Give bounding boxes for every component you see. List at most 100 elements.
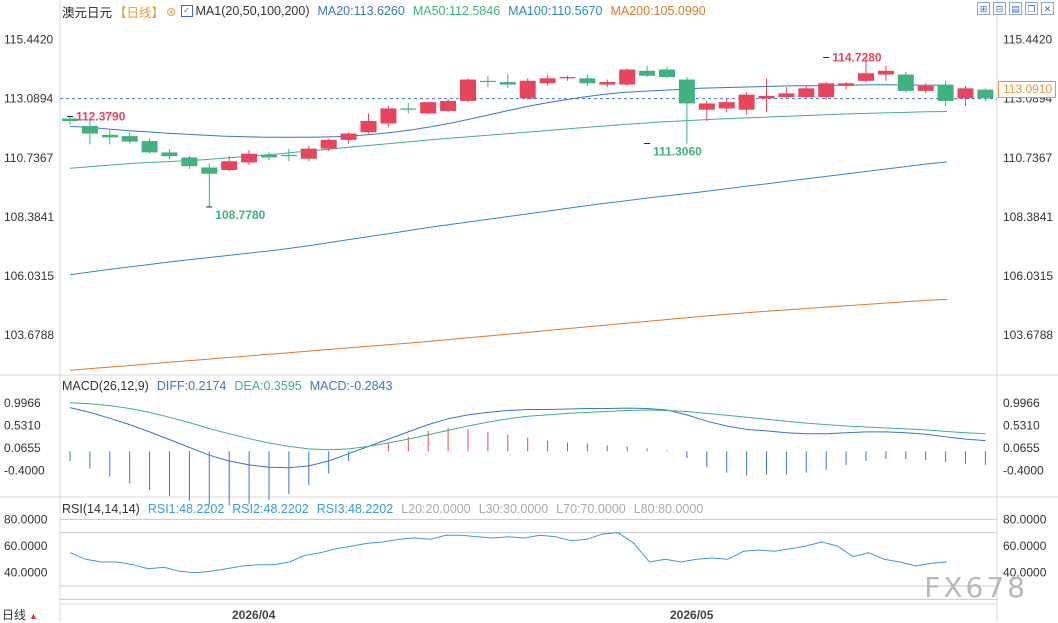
candle-body — [858, 73, 874, 81]
macd-y-tick-right: 0.0655 — [1003, 441, 1040, 455]
macd-macd-value: MACD:-0.2843 — [309, 379, 393, 393]
period-tab-label: 日线 — [2, 608, 27, 622]
restore-icon[interactable]: ❐ — [1025, 2, 1038, 15]
candle-body — [977, 89, 994, 99]
rsi-l80-value: L80:80.0000 — [633, 502, 704, 516]
rsi-y-tick-right: 60.0000 — [1003, 539, 1047, 553]
candle-body — [738, 94, 755, 110]
close-icon[interactable]: ✕ — [1041, 2, 1054, 15]
macd-y-tick-left: -0.4000 — [4, 464, 45, 478]
y-tick-label-right: 103.6788 — [1003, 328, 1053, 342]
period-tab[interactable]: 日线 ▲ — [2, 606, 38, 623]
rsi2-value: RSI2:48.2202 — [232, 502, 309, 516]
rsi-y-tick-left: 40.0000 — [4, 566, 48, 580]
extreme-price-label: 114.7280 — [832, 50, 882, 64]
candle-body — [659, 69, 675, 78]
chart-icon[interactable]: ▤ — [1009, 2, 1022, 15]
candle-body — [460, 79, 476, 101]
extreme-price-label: 108.7780 — [215, 208, 265, 222]
rsi3-value: RSI3:48.2202 — [316, 502, 394, 516]
ma-line-ma20 — [69, 84, 948, 138]
collapse-icon[interactable]: ⊟ — [993, 2, 1006, 15]
candle-body — [81, 126, 98, 134]
candle-body — [599, 82, 616, 85]
rsi-indicator-name: RSI(14,14,14) — [62, 502, 140, 516]
ma20-value: MA20:113.6260 — [317, 4, 405, 18]
rsi-legend: RSI(14,14,14) RSI1:48.2202 RSI2:48.2202 … — [62, 500, 711, 518]
y-tick-label-right: 110.7367 — [1003, 151, 1052, 165]
candle-body — [818, 83, 835, 98]
macd-indicator-name: MACD(26,12,9) — [62, 379, 149, 393]
macd-line-dea — [69, 402, 986, 451]
symbol-label: 澳元日元 — [62, 5, 113, 20]
candle-body — [778, 93, 795, 98]
candle-body — [838, 83, 855, 86]
candle-body — [101, 134, 118, 138]
extreme-price-label: 111.3060 — [653, 144, 702, 158]
y-tick-label-left: 110.7367 — [4, 151, 53, 165]
candle-body — [519, 80, 536, 99]
candle-body — [698, 103, 715, 110]
candle-body — [559, 77, 576, 79]
candle-body — [261, 154, 277, 158]
y-tick-label-right: 108.3841 — [1003, 210, 1053, 224]
rsi-line — [69, 532, 948, 574]
candle-body — [420, 102, 437, 114]
macd-y-tick-right: -0.4000 — [1003, 464, 1044, 478]
rsi-l20-value: L20:20.0000 — [401, 502, 471, 516]
candle-body — [300, 148, 317, 159]
candle-body — [360, 121, 377, 133]
candle-body — [440, 100, 457, 111]
candle-body — [639, 70, 656, 76]
macd-y-tick-right: 0.9966 — [1003, 396, 1040, 410]
ma50-value: MA50:112.5846 — [412, 4, 501, 18]
candle-body — [897, 74, 914, 91]
rsi1-value: RSI1:48.2202 — [147, 502, 225, 516]
rsi-y-tick-right: 40.0000 — [1003, 566, 1047, 580]
candle-body — [181, 157, 198, 167]
candle-body — [121, 136, 138, 142]
macd-dea-value: DEA:0.3595 — [234, 379, 302, 393]
candle-body — [320, 139, 337, 149]
rsi-l70-value: L70:70.0000 — [556, 502, 626, 516]
rsi-y-tick-right: 80.0000 — [1003, 512, 1047, 526]
candle-body — [798, 88, 815, 98]
current-price-badge: 113.0910 — [998, 81, 1056, 98]
caret-up-icon: ▲ — [29, 611, 38, 621]
y-tick-label-right: 106.0315 — [1003, 269, 1053, 283]
candle-body — [62, 118, 78, 122]
candle-body — [141, 141, 158, 153]
candle-body — [499, 82, 516, 85]
candle-body — [400, 108, 417, 110]
candle-body — [758, 95, 775, 99]
ma-toggle-icon[interactable]: ✓ — [180, 5, 193, 17]
candle-body — [579, 78, 596, 84]
y-tick-label-right: 115.4420 — [1003, 33, 1052, 47]
gear-icon[interactable]: ⊛ — [166, 4, 177, 19]
ma-line-ma100 — [69, 161, 948, 276]
candle-body — [241, 153, 258, 163]
candle-body — [678, 79, 695, 104]
macd-line-diff — [69, 407, 986, 469]
x-tick-label: 2026/05 — [670, 608, 714, 622]
candle-body — [877, 70, 894, 75]
x-tick-label: 2026/04 — [232, 608, 276, 622]
candle-body — [340, 133, 357, 140]
y-tick-label-left: 106.0315 — [4, 269, 54, 283]
expand-icon[interactable]: ⊞ — [977, 2, 990, 15]
macd-diff-value: DIFF:0.2174 — [156, 379, 227, 393]
candle-body — [161, 152, 178, 157]
extreme-price-label: 112.3790 — [76, 110, 126, 124]
candle-body — [221, 161, 238, 171]
y-tick-label-left: 113.0894 — [4, 92, 53, 106]
ma100-value: MA100:110.5670 — [508, 4, 603, 18]
macd-y-tick-left: 0.0655 — [4, 441, 41, 455]
candle-body — [957, 88, 974, 99]
candle-body — [479, 80, 496, 83]
ma-indicator-name: MA1(20,50,100,200) — [195, 4, 310, 18]
candle-body — [917, 85, 934, 91]
period-label[interactable]: 【日线】 — [114, 5, 165, 20]
candle-body — [937, 84, 954, 101]
